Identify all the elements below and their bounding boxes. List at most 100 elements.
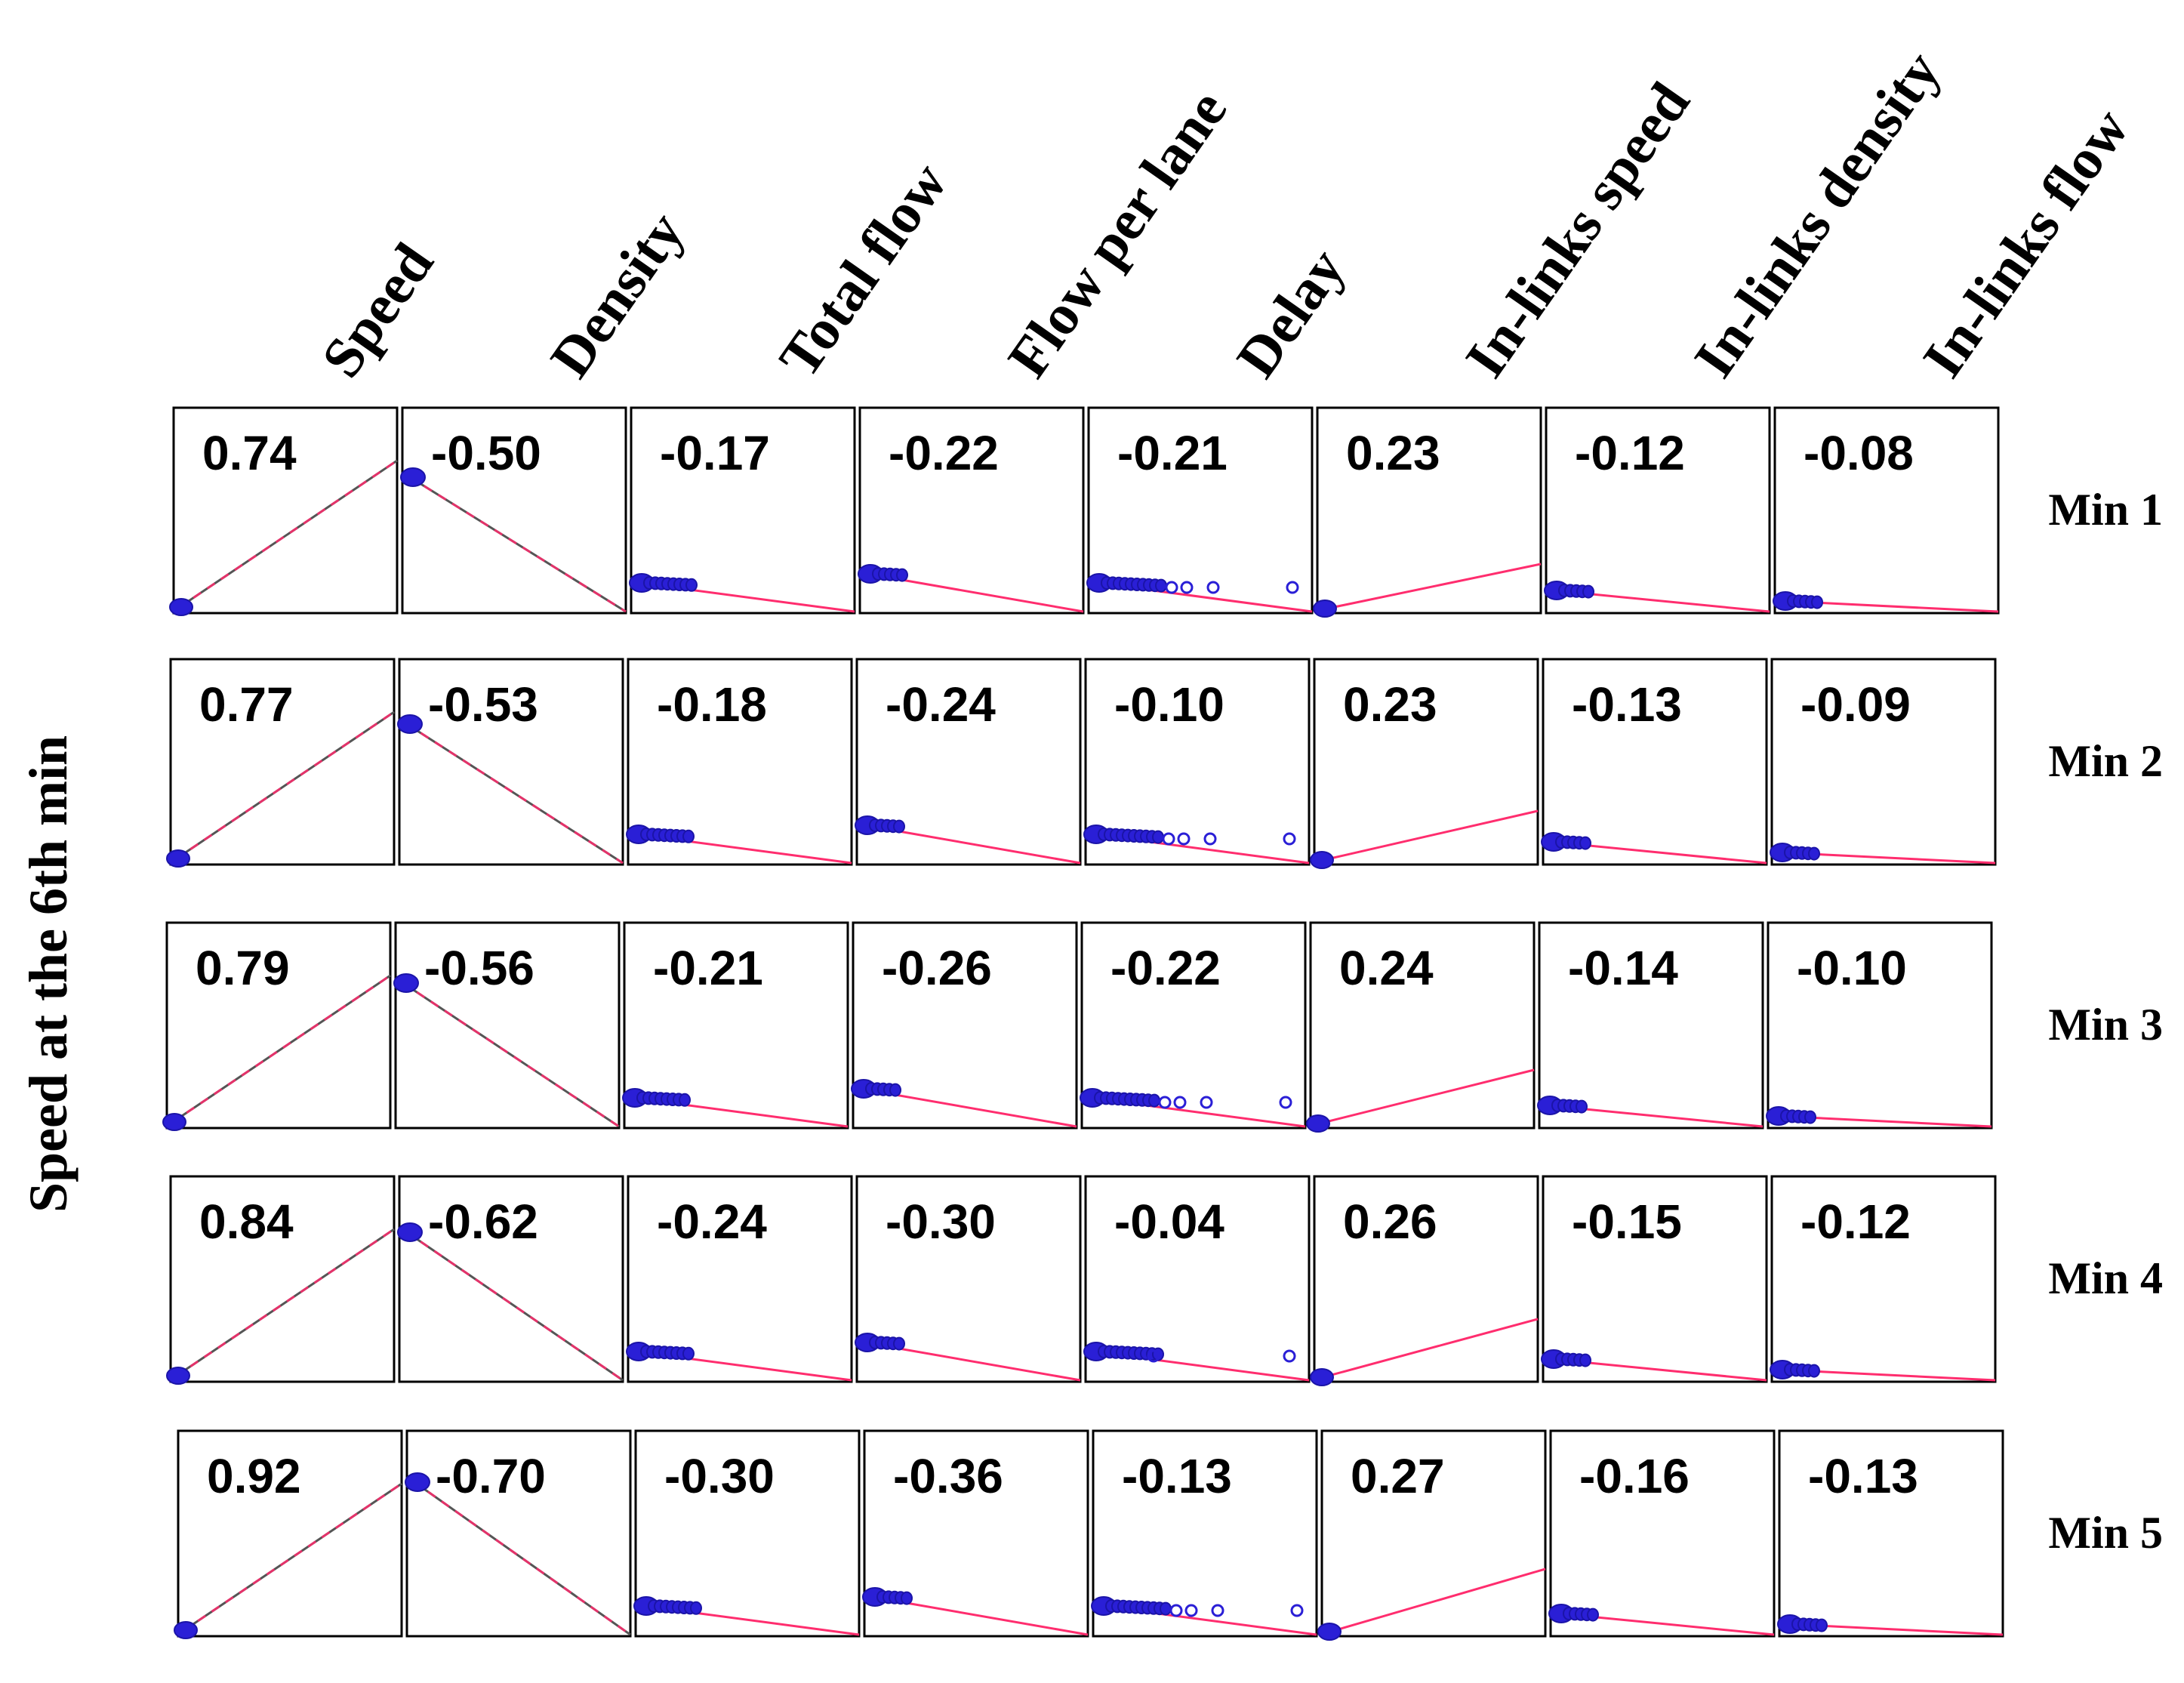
fit-line-overlay	[176, 1228, 395, 1377]
cell-frame	[627, 1175, 853, 1383]
outlier-point	[1279, 1096, 1292, 1109]
outlier-point	[1169, 1604, 1183, 1617]
data-point	[679, 1093, 691, 1107]
cell-frame	[863, 1429, 1089, 1638]
data-point	[397, 1222, 423, 1242]
cell: 0.26	[1310, 1175, 1539, 1386]
data-point	[1811, 595, 1823, 609]
outlier-point	[1290, 1604, 1304, 1617]
cell: -0.24	[855, 658, 1082, 866]
correlation-value: -0.13	[1808, 1449, 1918, 1503]
cell-frame	[1313, 658, 1539, 866]
correlation-value: -0.70	[436, 1449, 546, 1503]
cell: 0.77	[166, 658, 396, 868]
correlation-value: -0.09	[1800, 677, 1911, 732]
row-label: Min 1	[2048, 485, 2163, 535]
data-point	[1576, 1099, 1588, 1114]
cell-frame	[172, 406, 399, 615]
row-labels: Min 1 Min 2 Min 3 Min 4 Min 5	[2048, 485, 2163, 1558]
y-axis-label: Speed at the 6th min	[18, 735, 79, 1213]
cell: -0.14	[1537, 921, 1764, 1130]
cell-frame	[165, 921, 392, 1130]
outlier-point	[1283, 832, 1296, 846]
cell-frame	[1549, 1429, 1776, 1638]
correlation-value: -0.21	[1117, 426, 1228, 480]
outlier-point	[1158, 1096, 1172, 1109]
cell: -0.21	[622, 921, 849, 1130]
fit-line	[406, 723, 624, 865]
column-label: In-links speed	[1453, 72, 1702, 389]
cell: -0.24	[626, 1175, 853, 1383]
cell: 0.74	[169, 406, 399, 616]
data-point	[166, 1367, 190, 1385]
correlation-value: -0.14	[1568, 941, 1678, 995]
cell: -0.21	[1086, 406, 1314, 615]
fit-line	[1320, 809, 1539, 862]
fit-line	[1316, 1068, 1535, 1126]
data-point	[1152, 830, 1164, 844]
cell: -0.22	[1080, 921, 1307, 1130]
row-label: Min 5	[2048, 1508, 2163, 1558]
outlier-point	[1206, 581, 1220, 594]
data-point	[1816, 1618, 1828, 1632]
cell-frame	[398, 1175, 624, 1383]
correlation-value: -0.18	[657, 677, 767, 732]
cell: -0.13	[1777, 1429, 2004, 1638]
data-point	[1579, 1353, 1591, 1367]
data-point	[174, 1621, 198, 1639]
cell: -0.36	[862, 1429, 1089, 1638]
cell: -0.17	[629, 406, 856, 615]
outlier-point	[1200, 1096, 1213, 1109]
correlation-value: 0.84	[199, 1194, 294, 1249]
correlation-value: -0.10	[1114, 677, 1224, 732]
correlation-value: 0.23	[1346, 426, 1440, 480]
correlation-value: -0.30	[886, 1194, 996, 1249]
outlier-point	[1286, 581, 1299, 594]
cell: -0.26	[851, 921, 1078, 1130]
data-point	[1148, 1093, 1160, 1108]
cell-frame	[1080, 921, 1307, 1130]
cell-frame	[1092, 1429, 1318, 1638]
data-point	[1160, 1601, 1172, 1616]
cell: 0.84	[166, 1175, 396, 1385]
correlation-value: -0.62	[428, 1194, 538, 1249]
cell: -0.30	[855, 1175, 1082, 1383]
cell-frame	[1320, 1429, 1547, 1638]
data-point	[682, 1346, 695, 1361]
cell-frame	[1770, 658, 1997, 866]
correlation-value: 0.79	[196, 941, 290, 995]
cell-frame	[630, 406, 856, 615]
data-point	[393, 973, 419, 993]
row-label: Min 3	[2048, 1000, 2163, 1050]
data-point	[1808, 846, 1820, 861]
correlation-value: 0.26	[1343, 1194, 1437, 1249]
correlation-value: -0.08	[1804, 426, 1914, 480]
data-point	[1582, 584, 1594, 599]
correlation-value: -0.36	[893, 1449, 1003, 1503]
fit-line-overlay	[172, 974, 391, 1124]
cell: -0.53	[397, 658, 624, 866]
cell: 0.27	[1317, 1429, 1547, 1641]
cell: -0.50	[400, 406, 627, 615]
outlier-point	[1173, 1096, 1187, 1109]
cell-frame	[405, 1429, 632, 1638]
correlation-value: 0.92	[207, 1449, 301, 1503]
cell-frame	[855, 1175, 1082, 1383]
cell-frame	[858, 406, 1085, 615]
cell: -0.12	[1544, 406, 1771, 615]
column-label: In-links density	[1682, 40, 1952, 389]
outlier-point	[1165, 581, 1178, 594]
cell: -0.70	[405, 1429, 632, 1638]
data-point	[1310, 851, 1334, 869]
correlation-value: -0.22	[889, 426, 999, 480]
outlier-point	[1283, 1349, 1296, 1363]
cell-frame	[1309, 921, 1536, 1130]
data-point	[166, 849, 190, 868]
correlation-value: -0.50	[431, 426, 541, 480]
cell: -0.10	[1766, 921, 1993, 1130]
cells-layer: 0.74 -0.50 -0.17 -0.22 -0.21 0.23 -0.12 -0.08 0.…	[162, 406, 2004, 1641]
data-point	[1310, 1368, 1334, 1386]
outlier-point	[1177, 832, 1191, 846]
correlation-value: 0.27	[1351, 1449, 1445, 1503]
data-point	[896, 568, 908, 582]
